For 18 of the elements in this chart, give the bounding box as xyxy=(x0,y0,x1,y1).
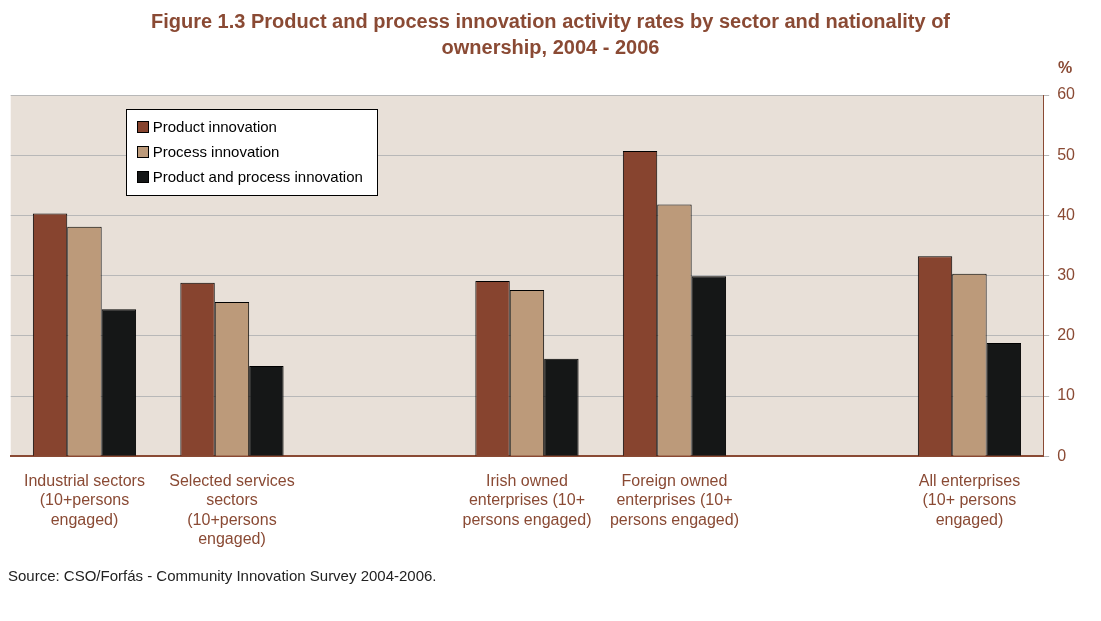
x-tick-label: Selected services sectors (10+persons engaged) xyxy=(169,472,295,547)
legend-label: Product and process innovation xyxy=(152,168,363,185)
y-tick-label: 0 xyxy=(1057,446,1067,464)
source-note: Source: CSO/Forfás - Community Innovation Survey 2004-2006. xyxy=(8,567,438,584)
y-tick-label: 60 xyxy=(1057,85,1076,103)
legend-label: Process innovation xyxy=(152,143,280,160)
y-tick-label: 10 xyxy=(1057,386,1076,404)
x-tick-label: Industrial sectors (10+persons engaged) xyxy=(24,472,145,528)
legend-label: Product innovation xyxy=(152,118,277,135)
x-tick-label: Irish owned enterprises (10+ persons engaged) xyxy=(462,472,592,528)
x-tick-label: All enterprises (10+ persons engaged) xyxy=(918,472,1021,528)
y-tick-label: 40 xyxy=(1057,205,1076,223)
y-tick-label: 50 xyxy=(1057,145,1076,163)
chart-title: Figure 1.3 Product and process innovation activity rates by sector and nationality of ownership, 2004 - 2006 xyxy=(149,9,952,60)
x-tick-label: Foreign owned enterprises (10+ persons engaged) xyxy=(609,472,739,528)
y-tick-label: 30 xyxy=(1057,266,1076,284)
y-tick-label: 20 xyxy=(1057,326,1076,344)
y-axis-title: % xyxy=(1058,59,1073,76)
